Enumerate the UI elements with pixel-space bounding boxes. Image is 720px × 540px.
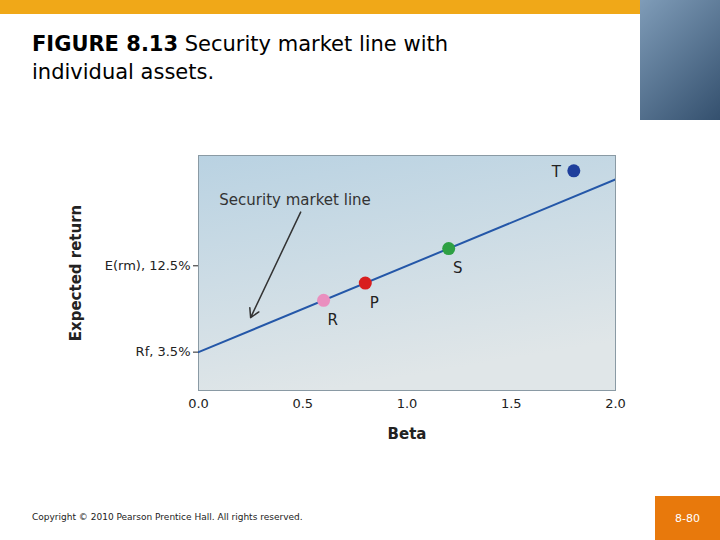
svg-text:Beta: Beta [388,425,427,443]
svg-text:T: T [551,163,562,181]
svg-text:Rf, 3.5%: Rf, 3.5% [136,344,191,359]
svg-text:0.0: 0.0 [188,396,209,411]
svg-text:S: S [453,259,463,277]
svg-text:P: P [370,294,379,312]
svg-text:1.5: 1.5 [501,396,522,411]
html-text:8-80: 8-80 [675,511,700,525]
html-text:FIGURE 8.13 Security market li: FIGURE 8.13 Security market line with in… [32,32,448,84]
svg-text:0.5: 0.5 [292,396,313,411]
svg-text:2.0: 2.0 [605,396,626,411]
svg-text:R: R [327,311,337,329]
svg-text:E(rm), 12.5%: E(rm), 12.5% [105,258,191,273]
html-text:Copyright © 2010 Pearson Prent: Copyright © 2010 Pearson Prentice Hall. … [32,512,303,522]
svg-text:1.0: 1.0 [397,396,418,411]
svg-text:Expected return: Expected return [67,205,85,342]
svg-text:Security market line: Security market line [219,191,370,209]
